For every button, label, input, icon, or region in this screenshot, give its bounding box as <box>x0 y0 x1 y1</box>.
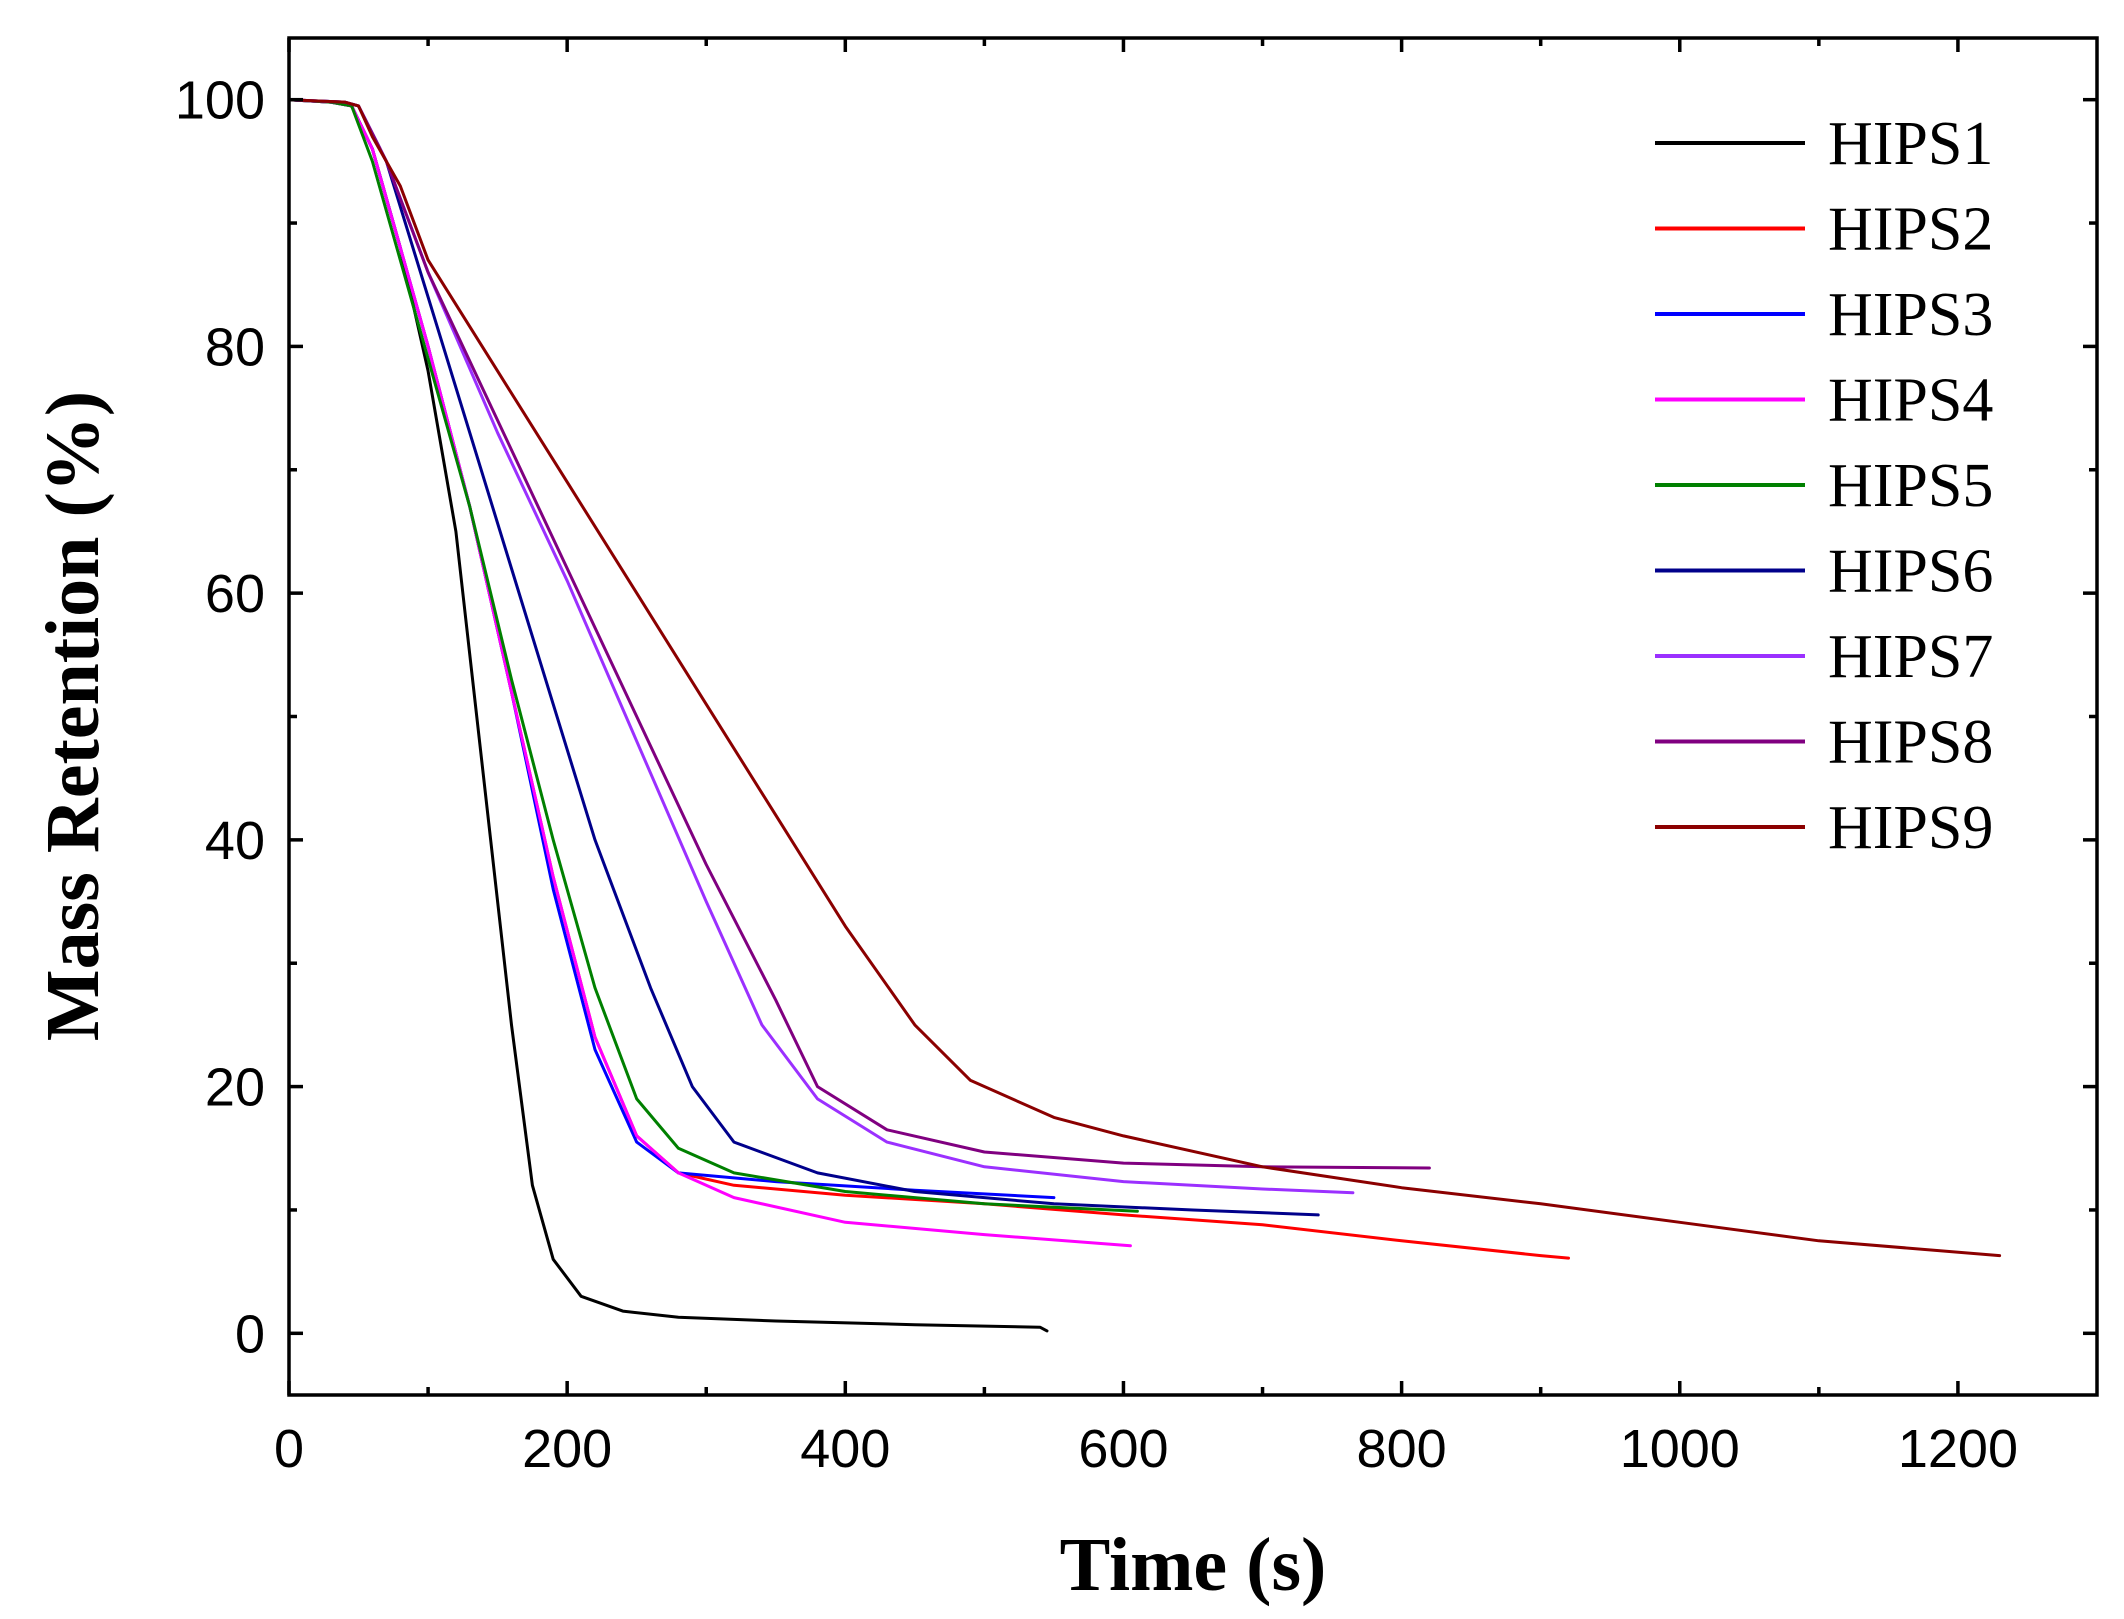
legend-label-hips2: HIPS2 <box>1828 196 1993 264</box>
series-line-hips8 <box>287 98 1431 1170</box>
series-line-hips9 <box>287 98 2002 1258</box>
series-line-hips2 <box>287 98 1570 1260</box>
y-axis-title: Mass Retention (%) <box>31 391 115 1041</box>
x-tick-label: 200 <box>522 1419 612 1479</box>
series-line-hips5 <box>287 98 1139 1213</box>
tick-layer: 0 200 400 600 800 1000 1200 0 20 40 60 80 100 <box>175 38 2097 1479</box>
legend-label-hips1: HIPS1 <box>1828 110 1993 178</box>
x-axis-title: Time (s) <box>1060 1523 1327 1607</box>
y-tick-label: 60 <box>205 564 265 624</box>
plot-frame <box>287 36 2099 1397</box>
y-tick-label: 20 <box>205 1058 265 1118</box>
x-tick-label: 600 <box>1078 1419 1168 1479</box>
legend: HIPS1 HIPS2 HIPS3 HIPS4 HIPS5 HIPS6 HIPS7 HIPS8… <box>1655 110 1993 862</box>
series-line-hips6 <box>287 98 1320 1217</box>
y-tick-label: 0 <box>235 1304 265 1364</box>
legend-label-hips5: HIPS5 <box>1828 452 1993 520</box>
legend-label-hips4: HIPS4 <box>1828 367 1993 435</box>
y-tick-label: 40 <box>205 811 265 871</box>
legend-label-hips7: HIPS7 <box>1828 623 1993 691</box>
legend-label-hips8: HIPS8 <box>1828 709 1993 777</box>
x-tick-label: 800 <box>1357 1419 1447 1479</box>
legend-label-hips9: HIPS9 <box>1828 794 1993 862</box>
y-tick-label: 100 <box>175 71 265 131</box>
series-layer <box>287 98 2002 1333</box>
series-line-hips7 <box>287 98 1355 1195</box>
series-line-hips4 <box>287 98 1132 1248</box>
x-tick-label: 1000 <box>1620 1419 1740 1479</box>
series-line-hips1 <box>287 98 1049 1333</box>
x-tick-label: 0 <box>274 1419 304 1479</box>
y-tick-label: 80 <box>205 317 265 377</box>
x-tick-label: 400 <box>800 1419 890 1479</box>
x-tick-label: 1200 <box>1898 1419 2018 1479</box>
legend-label-hips6: HIPS6 <box>1828 538 1993 606</box>
legend-label-hips3: HIPS3 <box>1828 281 1993 349</box>
